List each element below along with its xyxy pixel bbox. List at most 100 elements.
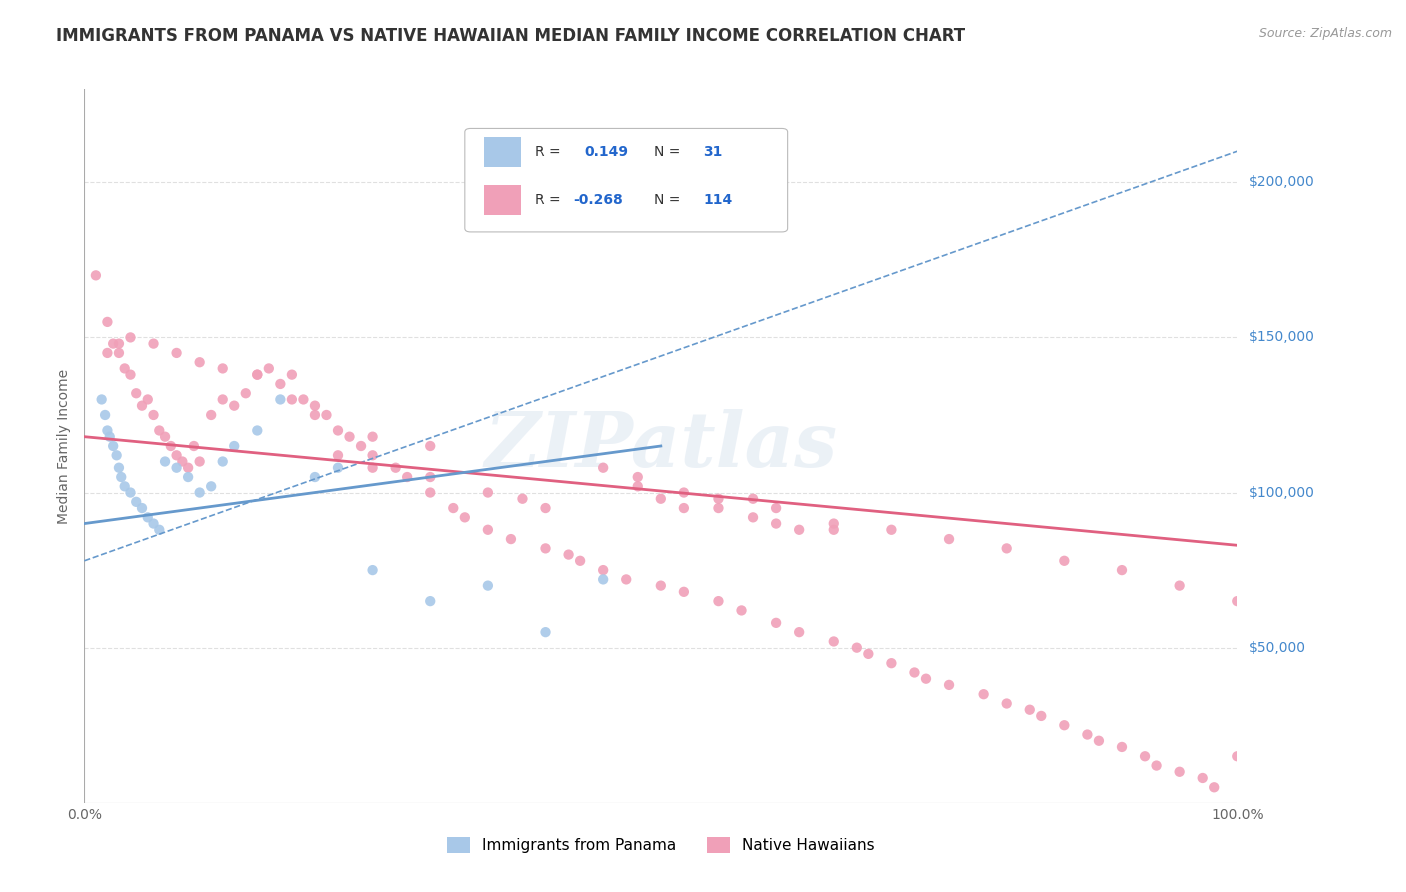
Point	[153, 430, 176, 444]
Text: $50,000: $50,000	[1249, 640, 1305, 655]
Text: IMMIGRANTS FROM PANAMA VS NATIVE HAWAIIAN MEDIAN FAMILY INCOME CORRELATION CHART: IMMIGRANTS FROM PANAMA VS NATIVE HAWAIIA…	[56, 27, 966, 45]
Text: $200,000: $200,000	[1249, 176, 1315, 189]
FancyBboxPatch shape	[485, 136, 522, 167]
Point	[787, 625, 810, 640]
Text: 0.149: 0.149	[585, 145, 628, 159]
Point	[592, 573, 614, 587]
Point	[730, 603, 752, 617]
Point	[858, 647, 880, 661]
Y-axis label: Median Family Income: Median Family Income	[58, 368, 72, 524]
Point	[614, 573, 637, 587]
Point	[246, 424, 269, 438]
Point	[304, 470, 326, 484]
Point	[1076, 727, 1098, 741]
Point	[108, 336, 131, 351]
Point	[845, 640, 868, 655]
Point	[823, 516, 845, 531]
Point	[246, 368, 269, 382]
Point	[96, 315, 118, 329]
Point	[1168, 579, 1191, 593]
Point	[973, 687, 995, 701]
Point	[823, 634, 845, 648]
Point	[153, 454, 176, 468]
Point	[224, 439, 246, 453]
Point	[419, 470, 441, 484]
Point	[96, 424, 118, 438]
Point	[326, 424, 349, 438]
Point	[235, 386, 257, 401]
Point	[103, 336, 124, 351]
Point	[995, 697, 1018, 711]
Point	[142, 516, 165, 531]
Point	[120, 368, 142, 382]
Point	[125, 386, 148, 401]
Point	[110, 470, 132, 484]
Point	[114, 479, 136, 493]
Point	[880, 656, 903, 670]
Point	[742, 510, 765, 524]
Point	[177, 460, 200, 475]
Point	[384, 460, 406, 475]
Point	[281, 392, 304, 407]
Point	[419, 485, 441, 500]
Point	[136, 392, 159, 407]
Point	[326, 460, 349, 475]
Point	[454, 510, 477, 524]
Point	[592, 563, 614, 577]
Point	[1146, 758, 1168, 772]
Point	[361, 563, 384, 577]
Point	[326, 448, 349, 462]
Point	[292, 392, 315, 407]
FancyBboxPatch shape	[485, 185, 522, 215]
Point	[211, 392, 233, 407]
Point	[534, 541, 557, 556]
Point	[188, 485, 211, 500]
Point	[765, 501, 787, 516]
Text: $100,000: $100,000	[1249, 485, 1315, 500]
Point	[1204, 780, 1226, 795]
Point	[1191, 771, 1213, 785]
Point	[557, 548, 579, 562]
Point	[160, 439, 183, 453]
Point	[765, 615, 787, 630]
Point	[103, 439, 124, 453]
Point	[148, 523, 170, 537]
Point	[477, 485, 499, 500]
Text: -0.268: -0.268	[574, 193, 623, 207]
Text: N =: N =	[654, 193, 681, 207]
Point	[211, 361, 233, 376]
Point	[672, 485, 695, 500]
Point	[281, 368, 304, 382]
Point	[534, 625, 557, 640]
FancyBboxPatch shape	[465, 128, 787, 232]
Point	[707, 491, 730, 506]
Point	[1226, 594, 1249, 608]
Point	[1168, 764, 1191, 779]
Point	[672, 584, 695, 599]
Point	[1053, 718, 1076, 732]
Point	[396, 470, 419, 484]
Point	[512, 491, 534, 506]
Point	[120, 330, 142, 344]
Point	[177, 470, 200, 484]
Point	[188, 454, 211, 468]
Point	[672, 501, 695, 516]
Point	[84, 268, 107, 283]
Point	[108, 346, 131, 360]
Point	[148, 424, 170, 438]
Point	[499, 532, 522, 546]
Point	[650, 579, 672, 593]
Point	[1053, 554, 1076, 568]
Point	[105, 448, 128, 462]
Point	[569, 554, 592, 568]
Point	[304, 399, 326, 413]
Point	[361, 460, 384, 475]
Point	[1088, 733, 1111, 747]
Point	[361, 448, 384, 462]
Point	[120, 485, 142, 500]
Point	[707, 594, 730, 608]
Point	[787, 523, 810, 537]
Point	[304, 408, 326, 422]
Text: 114: 114	[703, 193, 733, 207]
Point	[131, 501, 153, 516]
